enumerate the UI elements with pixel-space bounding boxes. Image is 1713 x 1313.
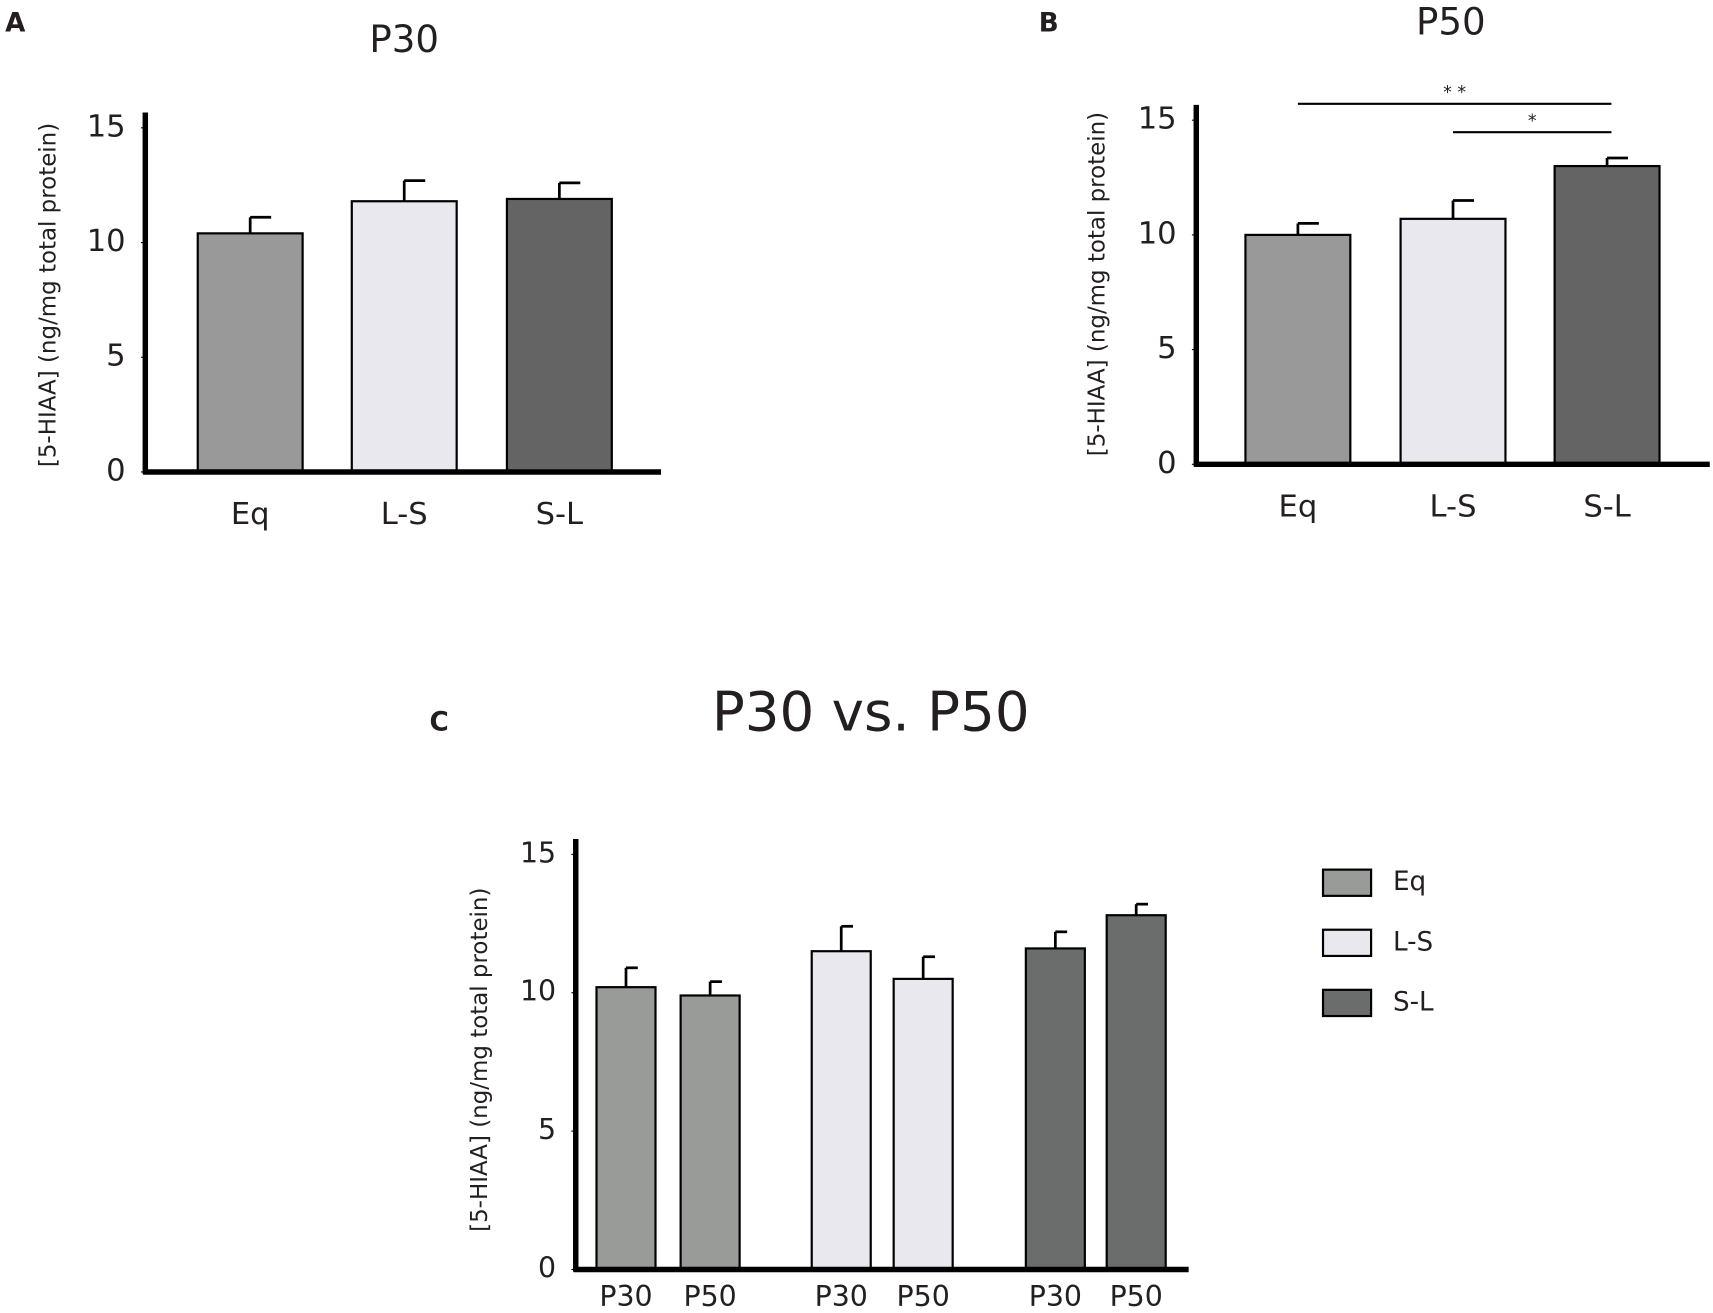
y-tick-label: 15 [87,109,126,144]
chart-title: P50 [1416,1,1486,44]
legend-swatch [1321,868,1373,897]
bar [1244,233,1352,466]
legend-label: Eq [1393,867,1426,897]
chart-title: P30 [369,18,439,61]
legend-swatch [1321,988,1373,1018]
y-tick-label: 5 [538,1113,556,1146]
x-tick-label: P50 [1110,1280,1163,1313]
bar [892,977,954,1271]
y-tick-label: 10 [87,224,126,259]
bar [679,994,741,1271]
y-tick-label: 10 [520,975,556,1008]
bar [196,232,304,474]
legend-swatch [1321,928,1373,958]
bar [505,197,613,474]
y-axis-label: [5-HIAA] (ng/mg total protein) [36,123,62,467]
significance-label: * * [1443,83,1466,103]
y-tick-label: 10 [1138,216,1177,251]
x-tick-label: L-S [1430,490,1477,525]
bar [810,950,872,1271]
bar [1024,947,1086,1271]
bar [350,200,458,474]
y-axis-label: [5-HIAA] (ng/mg total protein) [1084,112,1110,456]
x-tick-label: S-L [1583,490,1630,525]
y-tick-label: 0 [1157,446,1176,481]
panel-letter: A [5,9,26,39]
x-tick-label: Eq [231,497,270,532]
x-tick-label: S-L [536,497,583,532]
bar [1553,164,1661,466]
legend-label: L-S [1393,927,1433,957]
y-tick-label: 5 [106,339,125,374]
y-axis-label: [5-HIAA] (ng/mg total protein) [467,888,493,1232]
x-tick-label: P30 [599,1280,652,1313]
bar [1105,914,1167,1271]
y-tick-label: 15 [520,836,556,869]
x-tick-label: P30 [1029,1280,1082,1313]
bar [1399,217,1507,466]
x-tick-label: Eq [1279,490,1318,525]
x-tick-label: P50 [684,1280,737,1313]
y-tick-label: 0 [106,453,125,488]
chart-title: P30 vs. P50 [712,680,1030,744]
x-tick-label: P30 [815,1280,868,1313]
panel-letter: B [1039,9,1059,39]
x-tick-label: L-S [381,497,428,532]
panel-letter: C [430,708,449,738]
x-tick-label: P50 [897,1280,950,1313]
y-tick-label: 0 [538,1251,556,1284]
y-tick-label: 5 [1157,331,1176,366]
y-tick-label: 15 [1138,102,1177,137]
bar [595,986,657,1271]
significance-label: * [1528,111,1537,131]
legend-label: S-L [1393,987,1434,1017]
